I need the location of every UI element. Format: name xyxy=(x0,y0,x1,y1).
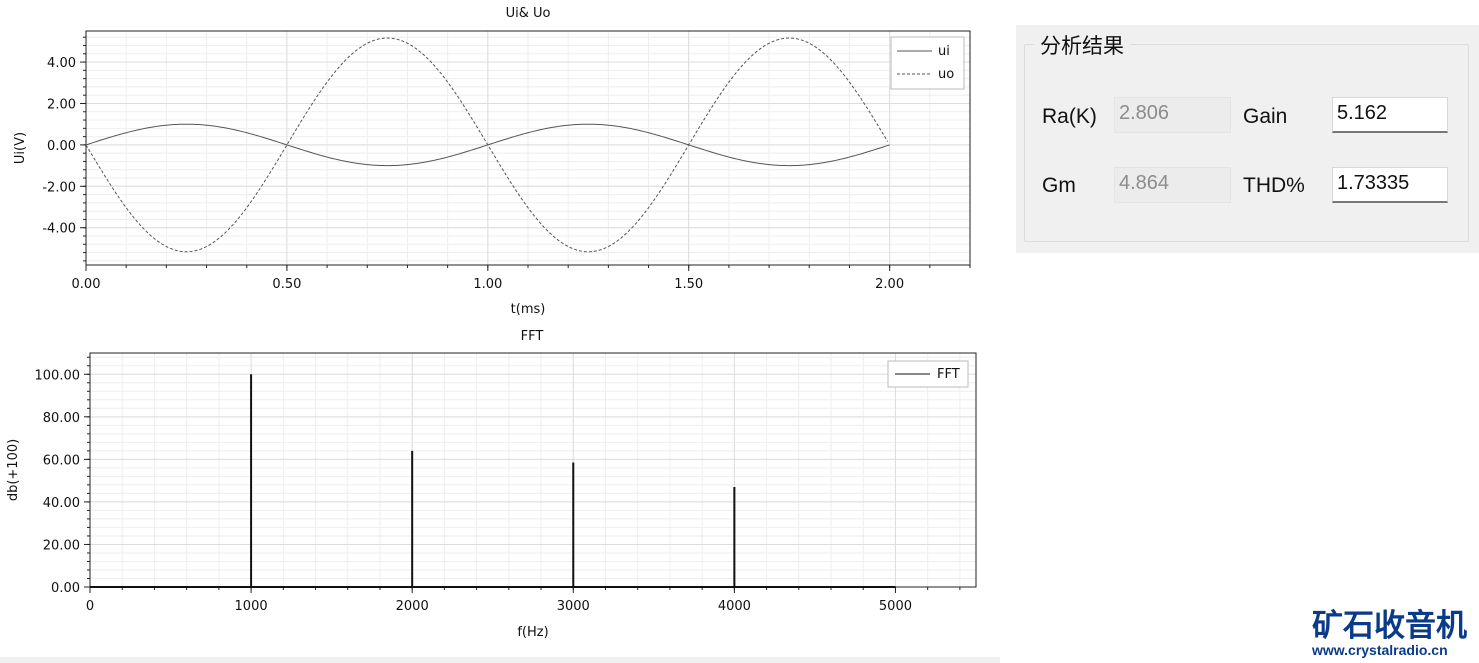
fft-chart: FFT 0 1000 2000 3000 4000 5000 100.00 80.00 60.0… xyxy=(6,329,977,640)
plot-frame xyxy=(89,352,977,588)
series-line-uo xyxy=(85,37,889,253)
y-tick-label: 0.00 xyxy=(47,139,76,154)
x-tick-label: 1000 xyxy=(235,599,268,614)
chart-title: Ui& Uo xyxy=(506,6,551,21)
y-tick-label: -2.00 xyxy=(42,180,76,195)
y-tick-label: 0.00 xyxy=(51,581,80,596)
ra-field: 2.806 xyxy=(1114,97,1231,133)
legend: FFT xyxy=(887,360,969,388)
x-tick-label: 1.00 xyxy=(473,277,502,292)
watermark-logo-text: 矿石收音机 xyxy=(1312,608,1467,644)
x-axis-label: t(ms) xyxy=(511,302,546,317)
legend: ui uo xyxy=(890,36,965,90)
ra-label: Ra(K) xyxy=(1042,105,1097,128)
legend-label-uo: uo xyxy=(938,67,954,82)
watermark-url: www.crystalradio.cn xyxy=(1312,642,1448,658)
x-tick-label: 0.50 xyxy=(272,277,301,292)
legend-label-ui: ui xyxy=(938,44,950,59)
x-tick-label: 0 xyxy=(86,599,94,614)
y-tick-label: 40.00 xyxy=(43,496,80,511)
y-tick-label: 60.00 xyxy=(43,453,80,468)
x-tick-label: 3000 xyxy=(557,599,590,614)
y-axis-label: Ui(V) xyxy=(13,132,28,164)
y-axis-label: db(+100) xyxy=(6,439,21,501)
analysis-groupbox xyxy=(1024,44,1469,242)
gain-field[interactable]: 5.162 xyxy=(1332,97,1448,133)
y-tick-label: 2.00 xyxy=(47,97,76,112)
y-tick-label: 4.00 xyxy=(47,56,76,71)
gm-label: Gm xyxy=(1042,174,1076,197)
gm-field: 4.864 xyxy=(1114,167,1231,203)
thd-field[interactable]: 1.73335 xyxy=(1332,167,1448,203)
window-bottom-edge xyxy=(0,657,1000,663)
thd-label: THD% xyxy=(1243,174,1305,197)
legend-label-fft: FFT xyxy=(937,367,960,382)
x-tick-label: 2.00 xyxy=(875,277,904,292)
x-tick-label: 0.00 xyxy=(72,277,101,292)
x-tick-label: 2000 xyxy=(396,599,429,614)
y-tick-label: 100.00 xyxy=(35,368,81,383)
y-tick-label: 80.00 xyxy=(43,411,80,426)
x-axis-label: f(Hz) xyxy=(517,625,548,640)
y-tick-label: 20.00 xyxy=(43,538,80,553)
chart-title: FFT xyxy=(521,329,544,344)
x-tick-label: 1.50 xyxy=(674,277,703,292)
gain-label: Gain xyxy=(1243,105,1288,128)
waveform-chart: Ui& Uo 0.00 0.50 1.00 1.50 2.00 4.00 2.00 0.00 -… xyxy=(13,6,971,317)
analysis-title: 分析结果 xyxy=(1034,30,1130,60)
x-tick-label: 4000 xyxy=(718,599,751,614)
analysis-panel xyxy=(1016,25,1479,253)
x-tick-label: 5000 xyxy=(879,599,912,614)
y-tick-label: -4.00 xyxy=(42,222,76,237)
plot-area: Ui& Uo 0.00 0.50 1.00 1.50 2.00 4.00 2.00 0.00 -… xyxy=(6,6,977,640)
